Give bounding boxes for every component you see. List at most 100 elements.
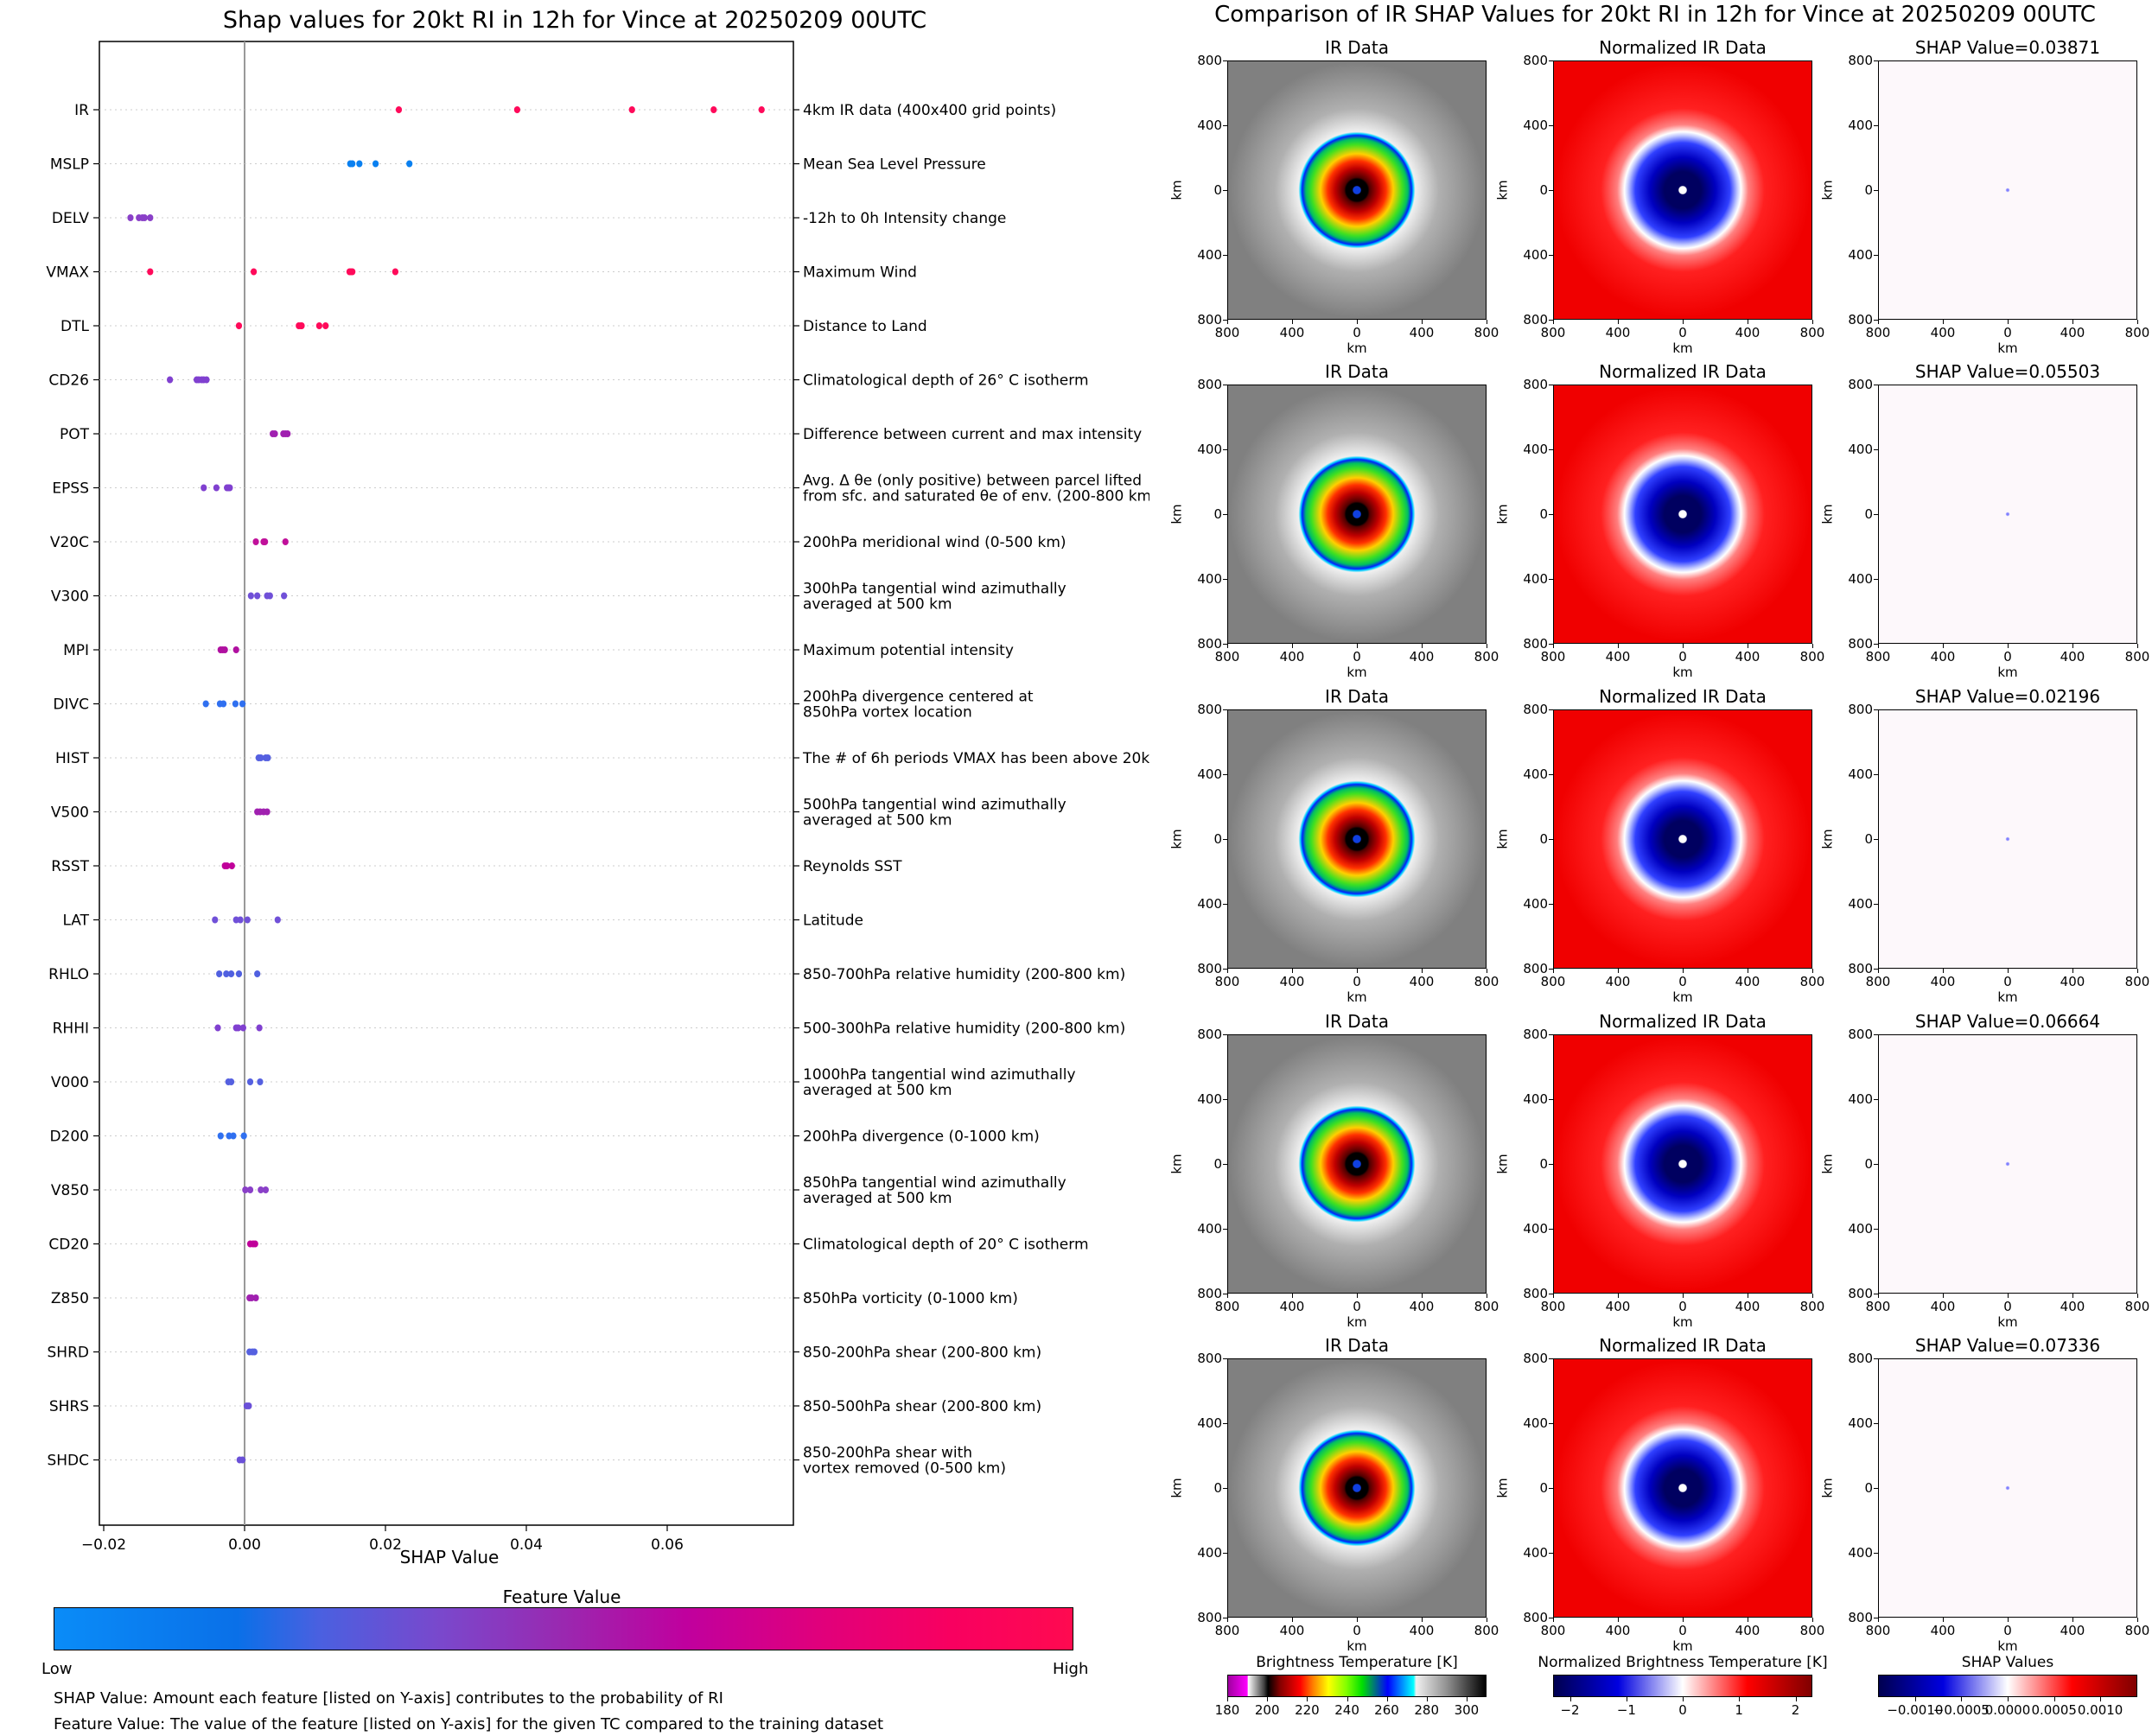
colorbar-tick-label: −2 [1560,1702,1580,1718]
y-axis-tick-label: 400 [1197,442,1222,457]
shap-point-pot [284,430,291,437]
x-axis-tick-label: 0 [1678,649,1687,665]
x-axis-label: km [1672,1314,1693,1330]
y-axis-label: km [1168,1154,1185,1174]
y-axis-tick-label: 400 [1523,766,1548,782]
y-axis-tick [1874,904,1878,905]
x-axis-tick [1227,1618,1228,1622]
y-axis-tick [1874,255,1878,256]
y-axis-tick [1874,1164,1878,1165]
colorbar-tick [2053,1697,2055,1701]
x-axis-tick [2137,1618,2138,1622]
y-axis-tick [1549,60,1553,61]
feature-label-d200: D200 [49,1129,89,1146]
ir-data-title: IR Data [1325,1011,1389,1032]
y-axis-tick [1223,1423,1227,1424]
feature-label-pot: POT [60,426,90,443]
colorbar-tick-label: 1 [1735,1702,1743,1718]
normalized-ir-title: Normalized IR Data [1599,361,1767,382]
shap-heatmap-image [1878,1358,2137,1618]
x-axis-tick [1227,644,1228,648]
x-axis-tick-label: 800 [1474,974,1499,989]
x-axis-tick [1422,969,1423,973]
y-axis-tick-label: 800 [1523,53,1548,68]
x-axis-tick-label: 400 [2060,1623,2085,1638]
y-axis-tick-label: 400 [1197,1415,1222,1431]
x-axis-label: km [1347,340,1367,356]
y-axis-tick [1549,1358,1553,1359]
shap-point-ir [513,106,521,113]
y-axis-tick [1549,839,1553,840]
y-axis-label: km [1819,829,1836,849]
colorbar-tick [1386,1697,1388,1701]
x-axis-tick-label: 0 [1678,325,1687,340]
x-tick-label: 0.02 [369,1536,402,1554]
y-axis-tick-label: 800 [1523,1027,1548,1042]
x-axis-tick [1943,1618,1944,1622]
x-axis-tick [1357,1618,1358,1622]
feature-description-epss: Avg. Δ θe (only positive) between parcel… [803,473,1142,490]
y-axis-tick [1549,644,1553,645]
y-axis-tick-label: 800 [1523,312,1548,327]
x-axis-tick-label: 400 [1409,649,1435,665]
y-axis-tick [1874,1034,1878,1035]
y-axis-tick [1874,125,1878,126]
x-axis-tick-label: 400 [1279,325,1305,340]
shap-point-v300 [281,592,288,600]
colorbar-tick-label: −0.0010 [1887,1702,1944,1718]
y-axis-tick [1874,1099,1878,1100]
ir-brightness-image [1227,1358,1487,1618]
y-axis-tick-label: 800 [1848,1351,1873,1366]
x-axis-tick [1878,1618,1879,1622]
shap-heatmap-image [1878,709,2137,969]
x-axis-tick [1683,969,1684,973]
x-axis-tick-label: 800 [1865,974,1891,989]
y-axis-tick-label: 800 [1848,377,1873,392]
y-axis-tick-label: 800 [1848,53,1873,68]
feature-description-v20c: 200hPa meridional wind (0-500 km) [803,534,1066,551]
feature-description-rsst: Reynolds SST [803,858,902,875]
shap-point-ir [395,106,403,113]
colorbar-tick [2008,1697,2009,1701]
y-axis-tick [1549,320,1553,321]
x-axis-tick [1422,1618,1423,1622]
colorbar-tick-label: 0.0000 [1984,1702,2031,1718]
x-axis-tick [2137,1294,2138,1298]
y-axis-tick [1223,774,1227,775]
colorbar-tick [1426,1697,1428,1701]
y-axis-tick-label: 400 [1523,1091,1548,1107]
x-axis-tick-label: 0 [2003,1623,2012,1638]
y-axis-tick [1549,969,1553,970]
feature-label-ir: IR [74,102,89,119]
y-axis-tick [1549,1034,1553,1035]
x-axis-tick [1292,969,1293,973]
y-axis-tick-label: 400 [1848,1221,1873,1237]
feature-label-rhlo: RHLO [48,966,89,983]
shap-point-hist [264,754,271,761]
shap-point-v300 [247,592,254,600]
feature-description-epss: from sfc. and saturated θe of env. (200-… [803,488,1149,506]
shap-point-mslp [356,160,363,168]
colorbar-tick [1227,1697,1228,1701]
colorbar-tick [1466,1697,1468,1701]
x-axis-tick-label: 400 [1279,974,1305,989]
x-axis-tick [1553,969,1554,973]
y-axis-tick [1223,969,1227,970]
x-axis-label: km [1997,989,2018,1005]
shap-point-dtl [298,322,305,329]
x-axis-tick-label: 400 [1279,1299,1305,1314]
y-axis-tick-label: 800 [1523,1610,1548,1625]
x-axis-tick [1943,1294,1944,1298]
y-axis-tick-label: 800 [1197,1610,1222,1625]
colorbar-tick-label: 200 [1254,1702,1280,1718]
shap-point-divc [220,700,227,708]
x-axis-tick-label: 800 [1799,1623,1825,1638]
y-axis-tick-label: 0 [1213,1480,1222,1496]
x-axis-label: km [1672,665,1693,680]
y-axis-tick-label: 0 [1213,1156,1222,1172]
feature-description-shdc: vortex removed (0-500 km) [803,1460,1006,1478]
normalized-ir-image [1553,60,1812,320]
y-axis-tick [1874,839,1878,840]
feature-description-pot: Difference between current and max inten… [803,426,1142,443]
shap-point-ir [758,106,765,113]
